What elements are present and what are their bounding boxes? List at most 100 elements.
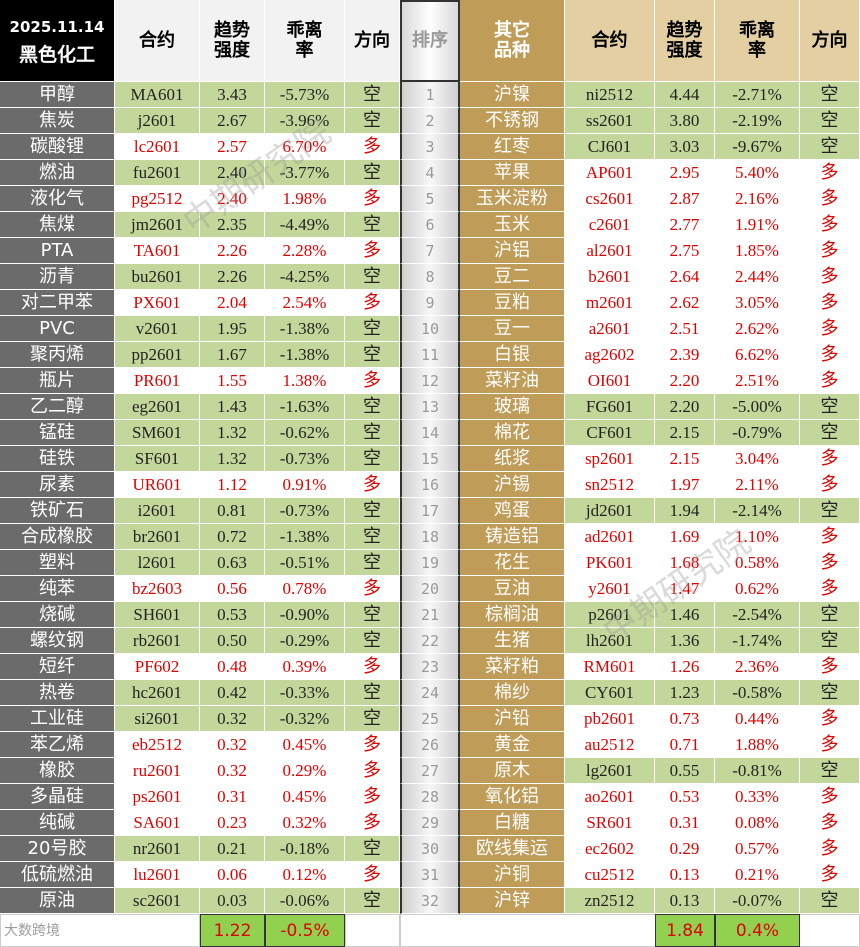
header-cell-text: 方向: [354, 29, 390, 51]
deviation-cell-text: -1.38%: [279, 344, 330, 364]
rank-cell-text: 11: [420, 345, 440, 364]
contract-cell: ad2601: [565, 524, 655, 550]
deviation-cell-text: 0.57%: [735, 838, 779, 858]
strength-cell: 0.21: [200, 836, 265, 862]
deviation-cell-text: 3.05%: [735, 292, 779, 312]
rank-cell: 6: [400, 212, 460, 238]
deviation-cell: -0.51%: [265, 550, 345, 576]
direction-cell: 多: [800, 446, 860, 472]
rank-cell: 1: [400, 82, 460, 108]
rank-cell: 20: [400, 576, 460, 602]
direction-cell-text: 多: [820, 525, 839, 547]
contract-cell-text: nr2601: [132, 838, 182, 858]
strength-cell: 0.29: [655, 836, 715, 862]
deviation-cell-text: 2.51%: [735, 370, 779, 390]
name-cell-text: 玉米淀粉: [476, 187, 548, 209]
contract-cell-text: b2601: [588, 266, 631, 286]
strength-cell: 1.94: [655, 498, 715, 524]
contract-cell-text: ni2512: [585, 84, 634, 104]
deviation-cell-text: -0.73%: [279, 500, 330, 520]
direction-cell-text: 空: [820, 603, 839, 625]
name-cell: 菜籽油: [460, 368, 565, 394]
direction-cell-text: 多: [820, 577, 839, 599]
strength-cell: 0.72: [200, 524, 265, 550]
name-cell-text: 液化气: [30, 187, 84, 209]
strength-cell-text: 2.87: [669, 188, 700, 208]
footer-blank: [0, 914, 200, 947]
deviation-cell: -0.73%: [265, 446, 345, 472]
name-cell-text: 合成橡胶: [21, 525, 93, 547]
contract-cell-text: ag2602: [584, 344, 635, 364]
header-cell-text: 合约: [591, 29, 628, 51]
name-cell-text: 苹果: [494, 161, 530, 183]
rank-cell: 4: [400, 160, 460, 186]
rank-cell-text: 4: [425, 163, 435, 182]
name-cell-text: 尿素: [39, 473, 75, 495]
header-cell-text: 合约: [139, 29, 175, 51]
contract-cell: RM601: [565, 654, 655, 680]
name-cell: 棕榈油: [460, 602, 565, 628]
contract-cell: pp2601: [115, 342, 200, 368]
deviation-cell-text: 2.28%: [282, 240, 327, 260]
direction-cell-text: 多: [363, 369, 381, 391]
contract-cell-text: lg2601: [585, 760, 634, 780]
rank-cell-text: 10: [420, 319, 440, 338]
direction-cell-text: 多: [820, 265, 839, 287]
deviation-cell: 2.62%: [715, 316, 800, 342]
strength-cell: 3.43: [200, 82, 265, 108]
deviation-cell: 5.40%: [715, 160, 800, 186]
name-cell-text: 豆一: [494, 317, 530, 339]
contract-cell-text: jd2601: [585, 500, 634, 520]
deviation-cell: 2.36%: [715, 654, 800, 680]
contract-cell: l2601: [115, 550, 200, 576]
name-cell: 烧碱: [0, 602, 115, 628]
contract-cell-text: jm2601: [131, 214, 183, 234]
contract-cell-text: m2601: [585, 292, 634, 312]
contract-cell: j2601: [115, 108, 200, 134]
direction-cell: 多: [800, 550, 860, 576]
strength-cell: 1.47: [655, 576, 715, 602]
deviation-cell: 0.58%: [715, 550, 800, 576]
deviation-cell: -0.06%: [265, 888, 345, 914]
rank-cell-text: 20: [420, 579, 440, 598]
name-cell: 热卷: [0, 680, 115, 706]
strength-cell: 2.15: [655, 420, 715, 446]
contract-cell: cu2512: [565, 862, 655, 888]
name-cell-text: 白糖: [494, 811, 530, 833]
rank-cell-text: 26: [420, 735, 440, 754]
strength-cell: 2.35: [200, 212, 265, 238]
direction-cell: 多: [800, 524, 860, 550]
deviation-cell: 2.51%: [715, 368, 800, 394]
direction-cell-text: 多: [820, 473, 839, 495]
deviation-cell: 2.44%: [715, 264, 800, 290]
contract-cell: hc2601: [115, 680, 200, 706]
name-cell: 甲醇: [0, 82, 115, 108]
name-cell-text: 花生: [494, 551, 530, 573]
name-cell-text: 红枣: [494, 135, 530, 157]
direction-cell: 多: [800, 238, 860, 264]
contract-cell: bz2603: [115, 576, 200, 602]
direction-cell: 空: [800, 498, 860, 524]
name-cell: 工业硅: [0, 706, 115, 732]
direction-cell: 空: [345, 446, 400, 472]
contract-cell-text: si2601: [134, 708, 180, 728]
direction-cell: 空: [345, 108, 400, 134]
direction-cell-text: 多: [820, 161, 839, 183]
deviation-cell-text: 0.33%: [735, 786, 779, 806]
strength-cell-text: 0.55: [669, 760, 700, 780]
direction-cell-text: 空: [363, 161, 381, 183]
name-cell: 不锈钢: [460, 108, 565, 134]
deviation-cell-text: -5.00%: [732, 396, 782, 416]
name-cell: 低硫燃油: [0, 862, 115, 888]
total-cell-text: -0.5%: [280, 920, 330, 941]
deviation-cell-text: 0.45%: [282, 734, 327, 754]
rank-cell-text: 25: [420, 709, 440, 728]
rank-cell-text: 14: [420, 423, 440, 442]
direction-cell: 空: [345, 628, 400, 654]
strength-cell: 0.53: [200, 602, 265, 628]
direction-cell: 空: [345, 888, 400, 914]
contract-cell: p2601: [565, 602, 655, 628]
contract-cell: ru2601: [115, 758, 200, 784]
deviation-cell: -4.25%: [265, 264, 345, 290]
strength-cell-text: 1.36: [669, 630, 700, 650]
